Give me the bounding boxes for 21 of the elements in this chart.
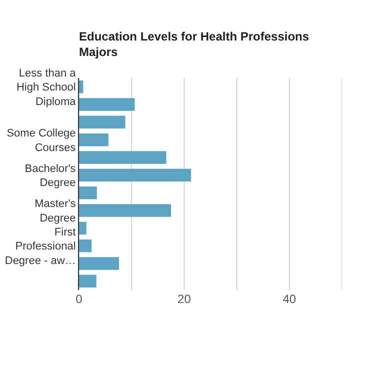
bar (79, 239, 92, 252)
bar (79, 186, 97, 200)
bar (79, 80, 84, 94)
bar (79, 257, 119, 270)
bar (79, 98, 135, 111)
y-tick-label: Bachelor's Degree (24, 162, 76, 190)
bar (79, 274, 96, 288)
x-tick-label: 40 (282, 292, 296, 306)
y-tick-label: Less than a High School Diploma (16, 67, 77, 108)
x-tick-label: 0 (76, 292, 83, 306)
bar (79, 222, 86, 235)
bar (79, 151, 166, 164)
bar (79, 204, 172, 217)
chart-title: Education Levels for Health Professions Majors (79, 29, 310, 59)
bar (79, 133, 108, 146)
y-tick-label: First Professional Degree - aw… (4, 226, 76, 267)
y-tick-label: Some College Courses (6, 128, 76, 154)
bar (79, 116, 126, 129)
x-tick-label: 20 (178, 292, 192, 306)
bar (79, 168, 192, 182)
y-tick-label: Master's Degree (34, 198, 76, 224)
